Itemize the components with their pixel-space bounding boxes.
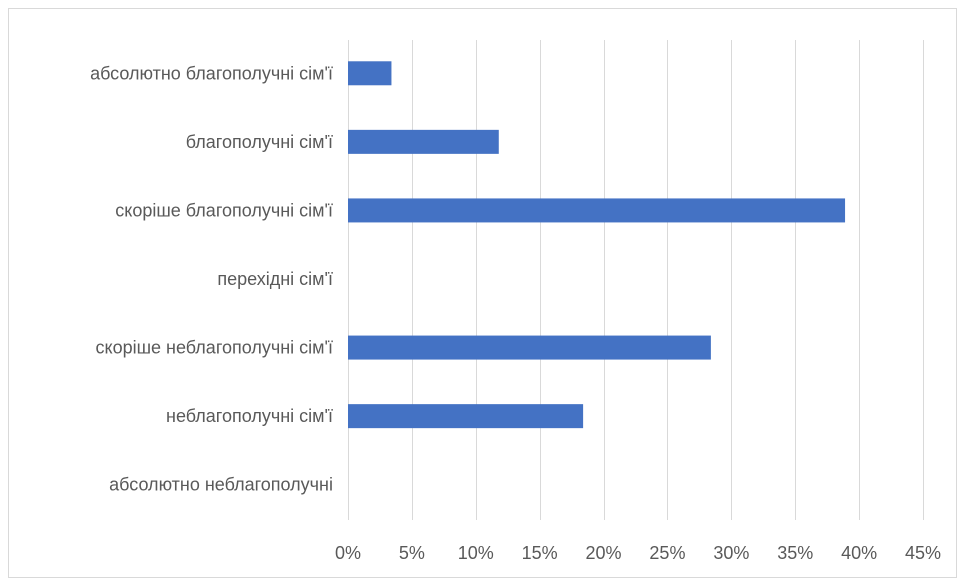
x-axis-tick-labels: 0% 5% 10% 15% 20% 25% 30% 35% 40% 45%: [335, 543, 941, 563]
x-tick-label: 45%: [905, 543, 941, 563]
category-label: благополучні сім'ї: [186, 132, 333, 152]
chart-frame: [8, 8, 957, 578]
x-tick-label: 0%: [335, 543, 361, 563]
category-label: абсолютно благополучні сім'ї: [90, 63, 333, 83]
bar-0: [348, 61, 392, 86]
x-tick-label: 15%: [522, 543, 558, 563]
category-label: абсолютно неблагополучні: [109, 475, 333, 495]
x-tick-label: 10%: [458, 543, 494, 563]
x-tick-label: 40%: [841, 543, 877, 563]
bar-2: [348, 198, 846, 223]
x-tick-label: 35%: [777, 543, 813, 563]
grid-layer: [348, 40, 924, 520]
x-tick-label: 30%: [713, 543, 749, 563]
category-label: перехідні сім'ї: [217, 269, 333, 289]
x-tick-label: 25%: [649, 543, 685, 563]
x-tick-label: 20%: [586, 543, 622, 563]
x-tick-label: 5%: [399, 543, 425, 563]
category-label: скоріше благополучні сім'ї: [115, 200, 333, 220]
bar-4: [348, 335, 711, 360]
category-label: неблагополучні сім'ї: [166, 406, 333, 426]
category-labels: абсолютно благополучні сім'ї благополучні…: [90, 63, 333, 494]
bar-layer: [348, 61, 846, 429]
bar-5: [348, 404, 584, 429]
bar-1: [348, 129, 499, 154]
category-label: скоріше неблагополучні сім'ї: [96, 338, 334, 358]
